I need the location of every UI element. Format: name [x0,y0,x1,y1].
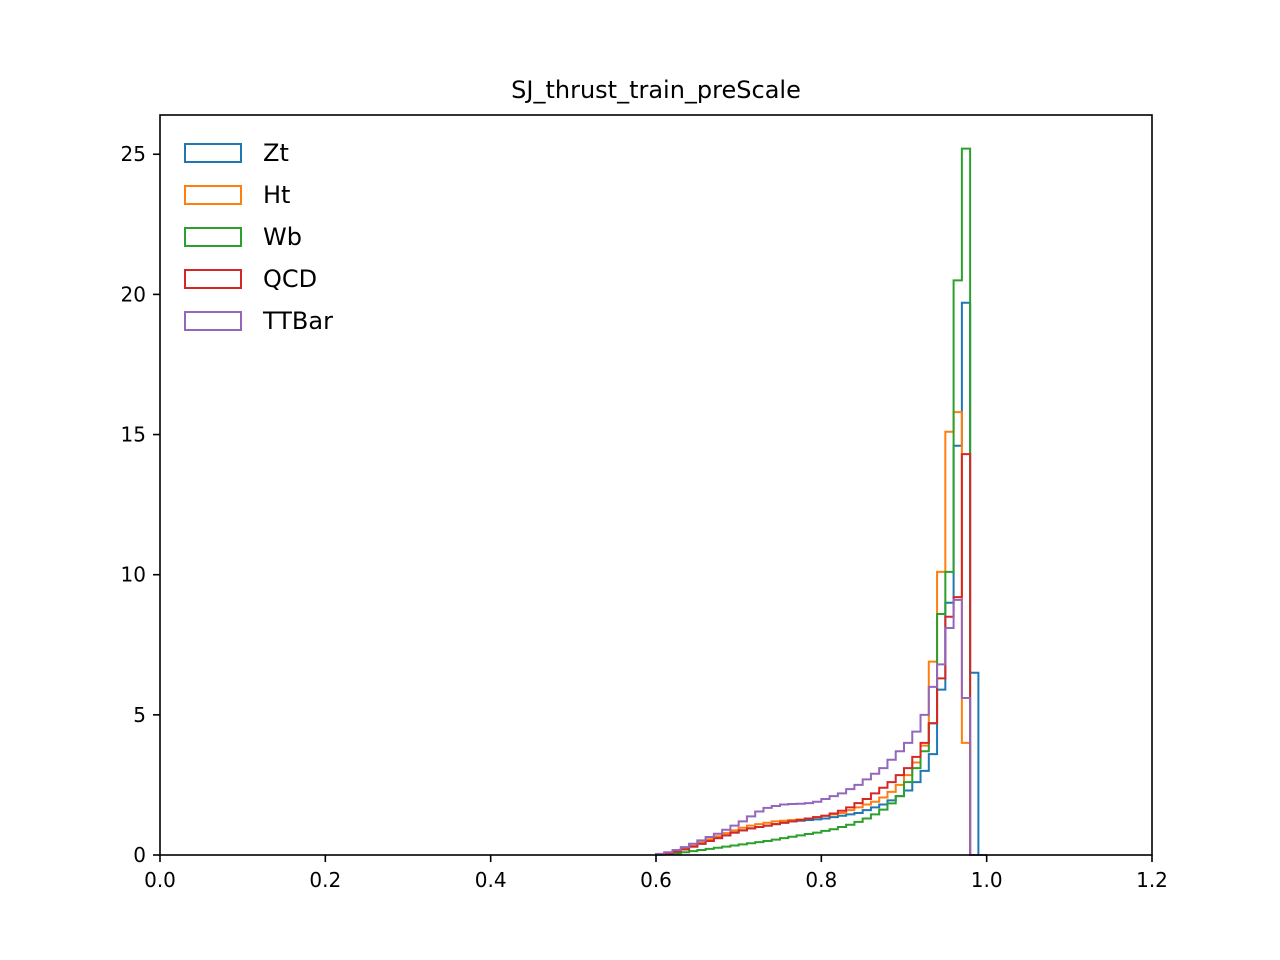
legend-label-ht: Ht [263,181,290,209]
y-axis: 0 5 10 15 20 25 [121,142,160,867]
y-tick-label: 20 [121,282,146,306]
y-tick-label: 10 [121,563,146,587]
x-tick-label: 0.6 [640,868,672,892]
x-tick-label: 0.4 [475,868,507,892]
legend-label-qcd: QCD [263,265,317,293]
legend: Zt Ht Wb QCD TTBar [184,139,333,335]
x-tick-label: 0.2 [309,868,341,892]
x-tick-label: 1.0 [971,868,1003,892]
legend-swatch-wb [184,227,242,247]
legend-swatch-ttbar [184,311,242,331]
legend-swatch-zt [184,143,242,163]
series-qcd-step [655,453,987,856]
x-tick-label: 1.2 [1136,868,1168,892]
y-tick-label: 25 [121,142,146,166]
x-tick-label: 0.0 [144,868,176,892]
series-ttbar-step [655,598,987,856]
y-tick-label: 5 [133,703,146,727]
legend-swatch-ht [184,185,242,205]
series-layer [655,147,987,856]
y-tick-label: 15 [121,423,146,447]
x-axis: 0.0 0.2 0.4 0.6 0.8 1.0 1.2 [144,855,1168,892]
y-tick-label: 0 [133,843,146,867]
legend-label-wb: Wb [263,223,302,251]
chart-title: SJ_thrust_train_preScale [511,76,801,104]
legend-label-zt: Zt [263,139,289,167]
legend-swatch-qcd [184,269,242,289]
series-wb-step [655,147,987,856]
legend-label-ttbar: TTBar [262,307,333,335]
x-tick-label: 0.8 [805,868,837,892]
